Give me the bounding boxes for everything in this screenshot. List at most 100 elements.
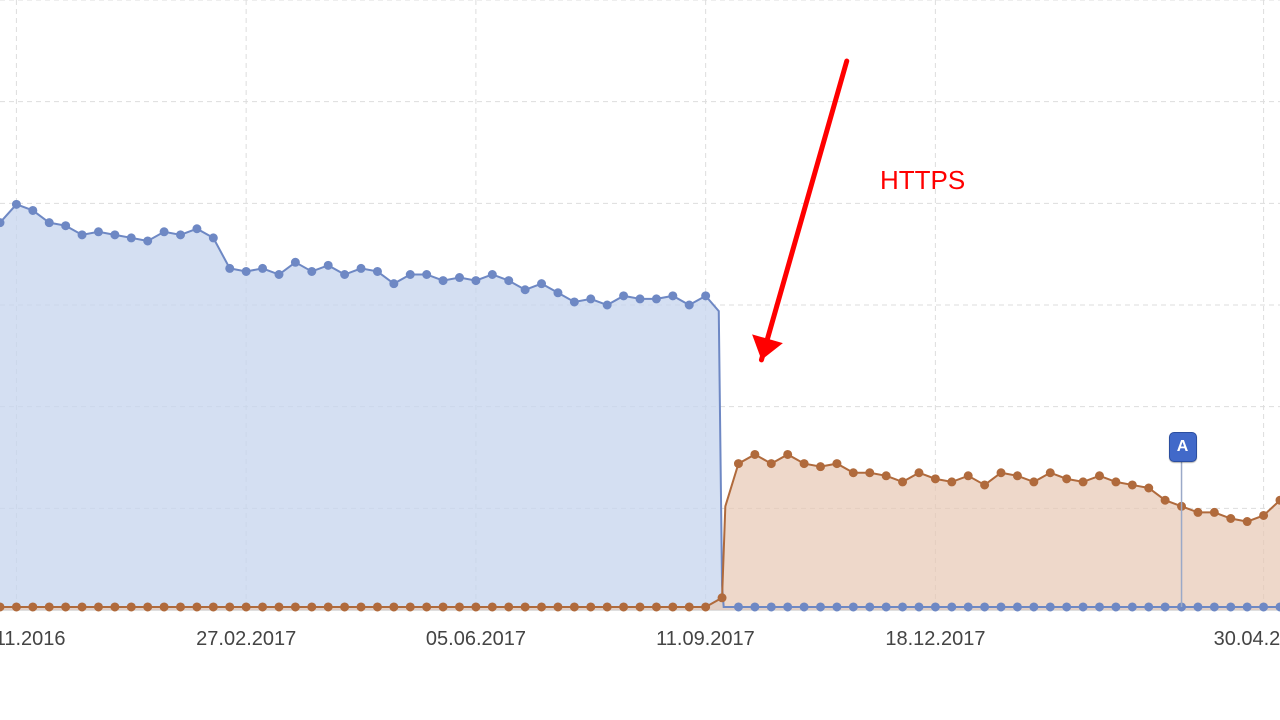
https-series-marker xyxy=(94,603,102,611)
http-series-marker xyxy=(1210,603,1218,611)
http-series-marker xyxy=(291,258,299,266)
http-series-marker xyxy=(373,267,381,275)
http-series-marker xyxy=(1063,603,1071,611)
https-series-marker xyxy=(390,603,398,611)
http-series-marker xyxy=(669,292,677,300)
http-series-marker xyxy=(964,603,972,611)
http-series-marker xyxy=(1194,603,1202,611)
http-series-marker xyxy=(833,603,841,611)
http-series-marker xyxy=(734,603,742,611)
https-series-marker xyxy=(1046,469,1054,477)
http-series-marker xyxy=(62,222,70,230)
http-series-marker xyxy=(341,271,349,279)
http-series-marker xyxy=(94,228,102,236)
https-series-marker xyxy=(505,603,513,611)
https-series-marker xyxy=(78,603,86,611)
https-series-marker xyxy=(1095,472,1103,480)
https-series-marker xyxy=(784,450,792,458)
http-series-marker xyxy=(45,219,53,227)
https-series-marker xyxy=(1079,478,1087,486)
https-series-marker xyxy=(718,594,726,602)
http-series-marker xyxy=(275,271,283,279)
http-series-marker xyxy=(1112,603,1120,611)
http-series-marker xyxy=(981,603,989,611)
http-series-marker xyxy=(78,231,86,239)
http-series-marker xyxy=(800,603,808,611)
http-series-marker xyxy=(652,295,660,303)
https-series-marker xyxy=(1030,478,1038,486)
http-series-marker xyxy=(357,264,365,272)
https-series-marker xyxy=(12,603,20,611)
http-series-marker xyxy=(817,603,825,611)
https-series-marker xyxy=(603,603,611,611)
https-series-marker xyxy=(472,603,480,611)
https-series-marker xyxy=(29,603,37,611)
http-series-marker xyxy=(1145,603,1153,611)
https-series-marker xyxy=(538,603,546,611)
https-series-marker xyxy=(1161,496,1169,504)
https-series-marker xyxy=(1145,484,1153,492)
https-series-marker xyxy=(702,603,710,611)
http-series-marker xyxy=(111,231,119,239)
https-series-marker xyxy=(751,450,759,458)
https-series-marker xyxy=(226,603,234,611)
http-series-marker xyxy=(1161,603,1169,611)
http-series-marker xyxy=(209,234,217,242)
annotation-label: HTTPS xyxy=(880,165,965,196)
http-series-marker xyxy=(193,225,201,233)
annotation-arrow xyxy=(761,61,846,360)
x-axis-label: 21.11.2016 xyxy=(0,628,66,651)
http-series-marker xyxy=(308,267,316,275)
https-series-marker xyxy=(291,603,299,611)
http-series-marker xyxy=(488,271,496,279)
http-series-marker xyxy=(554,289,562,297)
https-series-marker xyxy=(849,469,857,477)
https-series-marker xyxy=(177,603,185,611)
https-series-marker xyxy=(652,603,660,611)
https-series-marker xyxy=(1227,515,1235,523)
http-series-marker xyxy=(226,264,234,272)
http-series-marker xyxy=(423,271,431,279)
https-series-marker xyxy=(357,603,365,611)
http-series-marker xyxy=(948,603,956,611)
http-series-marker xyxy=(685,301,693,309)
https-series-marker xyxy=(1260,511,1268,519)
https-series-marker xyxy=(997,469,1005,477)
https-series-marker xyxy=(111,603,119,611)
http-series-marker xyxy=(144,237,152,245)
http-series-marker xyxy=(1079,603,1087,611)
https-series-marker xyxy=(423,603,431,611)
http-series-marker xyxy=(1046,603,1054,611)
event-badge-a[interactable]: A xyxy=(1169,432,1197,462)
https-series-marker xyxy=(767,460,775,468)
https-series-marker xyxy=(521,603,529,611)
https-series-marker xyxy=(964,472,972,480)
https-series-marker xyxy=(242,603,250,611)
x-axis-label: 05.06.2017 xyxy=(426,628,526,651)
x-axis-label: 27.02.2017 xyxy=(196,628,296,651)
https-series-marker xyxy=(882,472,890,480)
https-series-marker xyxy=(570,603,578,611)
https-series-marker xyxy=(488,603,496,611)
http-series-marker xyxy=(1095,603,1103,611)
https-series-marker xyxy=(866,469,874,477)
http-series-marker xyxy=(1030,603,1038,611)
http-series-marker xyxy=(439,277,447,285)
https-series-marker xyxy=(455,603,463,611)
https-series-marker xyxy=(636,603,644,611)
http-series-marker xyxy=(472,277,480,285)
http-series-marker xyxy=(324,261,332,269)
http-series-marker xyxy=(1243,603,1251,611)
http-series-marker xyxy=(160,228,168,236)
http-series-marker xyxy=(751,603,759,611)
https-series-marker xyxy=(899,478,907,486)
http-series-marker xyxy=(12,200,20,208)
https-series-marker xyxy=(127,603,135,611)
http-series-marker xyxy=(1227,603,1235,611)
https-series-marker xyxy=(406,603,414,611)
http-series-marker xyxy=(521,286,529,294)
line-chart xyxy=(0,0,1280,720)
x-axis-label: 11.09.2017 xyxy=(656,628,755,651)
http-series-marker xyxy=(620,292,628,300)
https-series-marker xyxy=(341,603,349,611)
